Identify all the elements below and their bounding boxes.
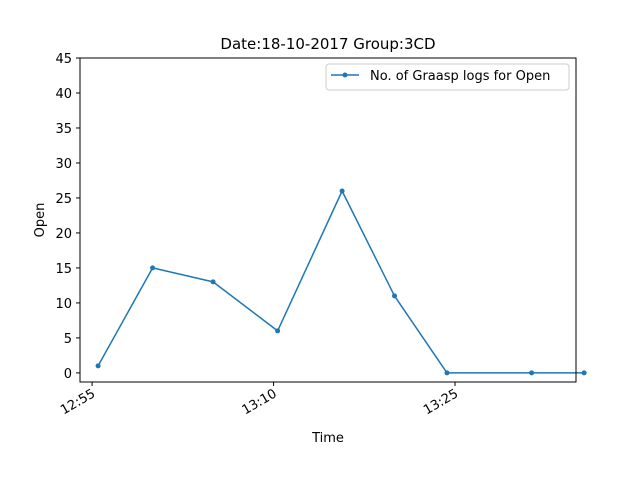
y-tick-label: 0 [64, 367, 72, 382]
y-tick-label: 40 [55, 87, 72, 102]
y-axis: 0 5 10 15 20 25 30 35 40 45 [55, 52, 80, 382]
data-point [210, 279, 216, 285]
data-point [150, 265, 156, 271]
data-point [529, 370, 535, 376]
y-tick-label: 35 [55, 122, 72, 137]
y-tick-label: 25 [55, 192, 72, 207]
y-tick-label: 10 [55, 297, 72, 312]
y-tick-label: 20 [55, 227, 72, 242]
y-tick-label: 45 [55, 52, 72, 67]
plot-area [95, 188, 587, 376]
legend-label: No. of Graasp logs for Open [370, 69, 550, 84]
y-axis-label: Open [33, 203, 48, 238]
y-tick-label: 30 [55, 157, 72, 172]
legend-point-marker [342, 72, 348, 78]
data-point [581, 370, 587, 376]
x-axis-label: Time [311, 431, 344, 446]
y-tick-label: 15 [55, 262, 72, 277]
data-point [95, 363, 101, 369]
axes-frame [79, 57, 577, 383]
chart-title: Date:18-10-2017 Group:3CD [220, 35, 435, 53]
y-tick-label: 5 [64, 332, 72, 347]
data-point [392, 293, 397, 299]
data-point [444, 370, 450, 376]
legend: No. of Graasp logs for Open [325, 63, 570, 91]
data-point [339, 188, 345, 194]
data-point [275, 328, 281, 334]
legend-box [325, 63, 570, 91]
